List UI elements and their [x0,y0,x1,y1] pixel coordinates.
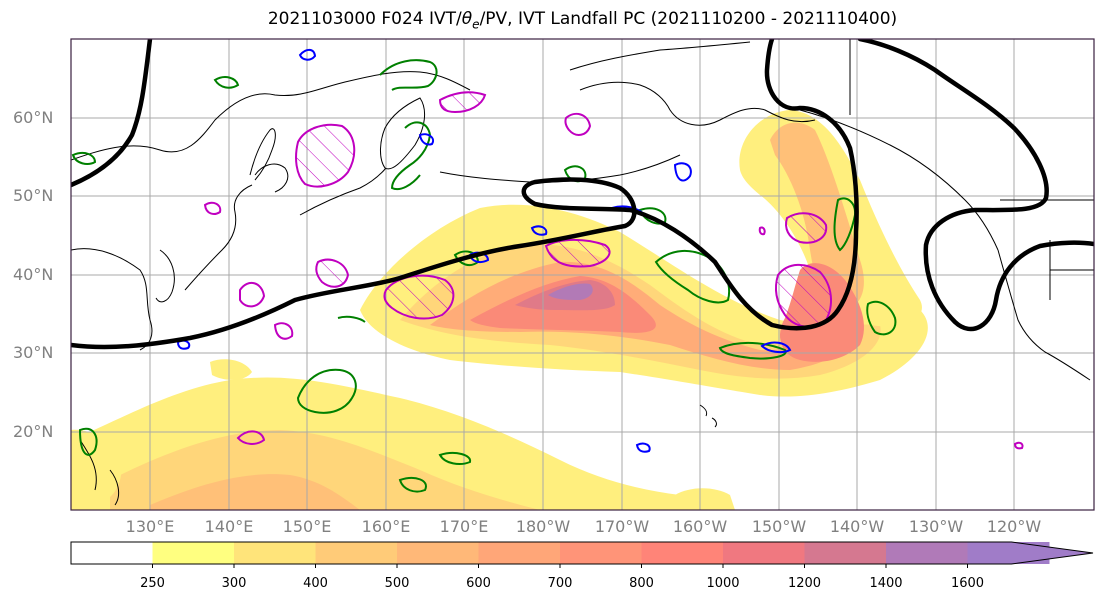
map-frame [70,38,1095,511]
lat-label-20: 20°N [13,422,54,441]
coast-canada-bc [799,109,999,251]
lon-label-160e: 160°E [361,517,411,536]
lon-label-160w: 160°W [672,517,728,536]
colorbar-tick-label: 600 [466,576,491,591]
lat-label-40: 40°N [13,265,54,284]
colorbar-segment [641,542,724,564]
contour-main [71,39,859,350]
colorbar-tick-label: 400 [303,576,328,591]
coast-kuril [299,167,387,216]
colorbar-tick-label: 1200 [787,576,822,591]
ivt-shading [71,110,928,510]
map-title: 2021103000 F024 IVT/θe/PV, IVT Landfall … [0,9,1105,31]
title-rest: /PV, IVT Landfall PC (2021110200 - 20211… [479,9,898,29]
ivt-landfall-contour [71,39,1094,350]
pv-green-contours [71,59,897,493]
graticule [71,39,1094,510]
title-theta: θ [461,9,473,29]
ivt-spot-1 [210,359,252,380]
lat-label-60: 60°N [13,108,54,127]
lon-label-170e: 170°E [439,517,489,536]
ivt-main-1400 [548,283,593,300]
colorbar-outline [70,541,1094,565]
lon-label-120w: 120°W [986,517,1042,536]
colorbar-extension [967,542,1093,564]
coast-philippines [79,439,120,506]
colorbar-tick-label: 1400 [869,576,903,591]
colorbar [70,541,1094,568]
colorbar-segment [804,542,887,564]
contour-east [857,39,1094,332]
colorbar-tick-label: 700 [547,576,573,591]
lon-label-140w: 140°W [829,517,885,536]
title-main: 2021103000 F024 IVT/ [267,9,462,29]
colorbar-segment [886,542,968,564]
colorbar-segment [560,542,642,564]
theta-e-contours [295,91,832,328]
lon-label-130e: 130°E [125,517,175,536]
colorbar-tick-label: 300 [221,576,247,591]
colorbar-segment [478,542,561,564]
lon-label-130w: 130°W [908,517,964,536]
contour-west-arc [71,39,153,188]
lon-label-170w: 170°W [594,517,650,536]
coast-asia-mainland [71,71,471,161]
lat-label-50: 50°N [13,186,54,205]
theta-e-outlines [203,112,1024,450]
colorbar-tick-label: 1000 [706,576,740,591]
ivt-spot-2 [670,488,735,510]
ivt-west-300 [71,429,122,506]
lon-label-150w: 150°W [751,517,807,536]
coast-us-west [997,249,1091,381]
colorbar-segment [152,542,235,564]
colorbar-segment [397,542,479,564]
colorbar-segment [71,542,153,564]
coast-us-states [1049,240,1094,300]
coast-alaska-mainland [569,41,816,126]
lon-label-140e: 140°E [204,517,254,536]
colorbar-tick-label: 1600 [950,576,985,591]
colorbar-segment [234,542,316,564]
lat-label-30: 30°N [13,343,54,362]
map-panel [71,39,1094,510]
colorbar-tick-label: 800 [629,576,654,591]
colorbar-segment [723,542,805,564]
coast-china-korea [71,248,175,351]
coast-hawaii [699,404,717,428]
title-subscript: e [472,17,480,32]
colorbar-tick-label: 500 [384,576,410,591]
lon-label-180w: 180°W [515,517,571,536]
lon-label-150e: 150°E [282,517,332,536]
coast-sakhalin [249,128,276,181]
coast-japan [184,163,289,291]
colorbar-tick-label: 250 [140,576,165,591]
coast-kamchatka [380,97,426,170]
colorbar-segment [315,542,398,564]
